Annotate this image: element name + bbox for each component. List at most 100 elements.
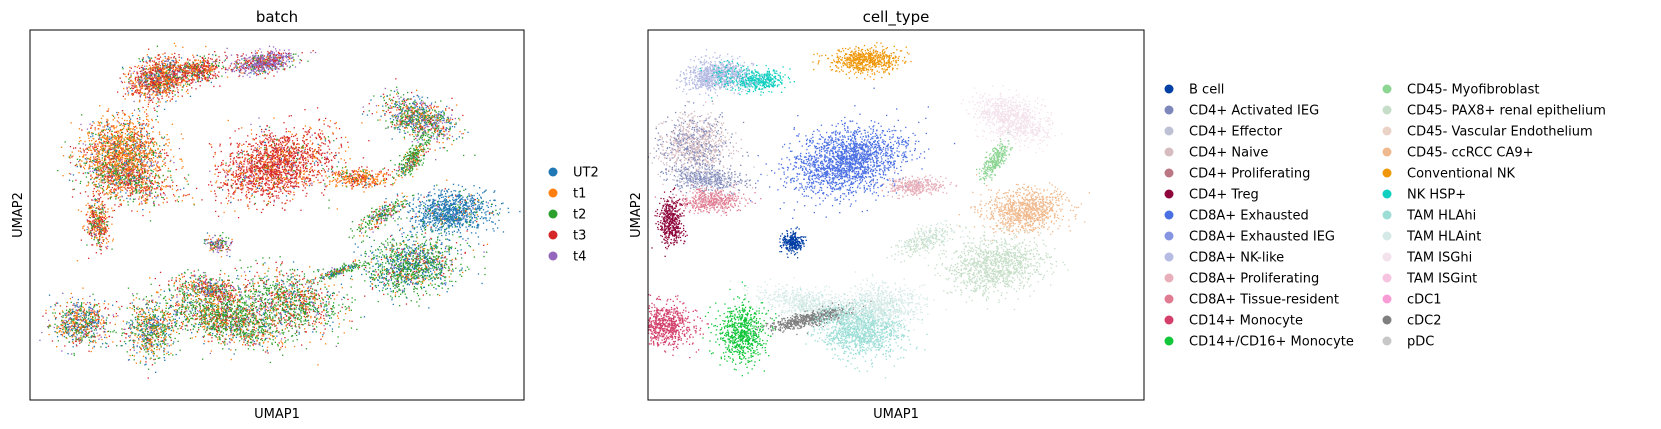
scatter-point bbox=[152, 67, 154, 69]
scatter-point bbox=[186, 74, 189, 77]
scatter-point bbox=[247, 59, 250, 61]
scatter-point bbox=[405, 126, 407, 128]
scatter-point bbox=[195, 88, 197, 90]
scatter-point bbox=[96, 158, 98, 160]
scatter-point bbox=[112, 148, 114, 150]
scatter-point bbox=[80, 140, 82, 142]
scatter-point bbox=[137, 133, 139, 135]
scatter-point bbox=[262, 61, 264, 63]
scatter-point bbox=[113, 153, 115, 155]
scatter-point bbox=[145, 78, 147, 80]
scatter-point bbox=[244, 71, 247, 73]
scatter-point bbox=[258, 58, 260, 60]
scatter-point bbox=[395, 78, 397, 80]
scatter-point bbox=[196, 68, 198, 71]
scatter-point bbox=[455, 122, 457, 124]
scatter-point bbox=[111, 130, 113, 132]
scatter-point bbox=[257, 50, 259, 52]
scatter-point bbox=[107, 179, 109, 181]
scatter-point bbox=[82, 143, 84, 145]
scatter-point bbox=[104, 148, 106, 150]
scatter-point bbox=[151, 80, 153, 82]
scatter-point bbox=[405, 99, 408, 101]
scatter-point bbox=[129, 160, 131, 163]
scatter-point bbox=[148, 142, 150, 144]
scatter-point bbox=[146, 118, 148, 120]
scatter-point bbox=[129, 77, 131, 79]
scatter-point bbox=[256, 74, 258, 77]
scatter-point bbox=[128, 81, 130, 83]
scatter-point bbox=[396, 86, 398, 88]
scatter-point bbox=[401, 121, 404, 123]
scatter-point bbox=[202, 64, 204, 67]
scatter-point bbox=[395, 101, 397, 103]
scatter-point bbox=[195, 81, 197, 83]
scatter-point bbox=[102, 149, 105, 151]
scatter-point bbox=[117, 174, 119, 176]
scatter-point bbox=[157, 87, 159, 90]
scatter-point bbox=[409, 98, 411, 100]
scatter-point bbox=[172, 95, 174, 98]
scatter-point bbox=[421, 99, 423, 102]
scatter-point bbox=[429, 137, 431, 139]
scatter-point bbox=[143, 94, 145, 96]
scatter-point bbox=[138, 92, 141, 95]
scatter-point bbox=[128, 180, 130, 182]
scatter-point bbox=[435, 121, 437, 124]
scatter-point bbox=[124, 154, 126, 157]
scatter-point bbox=[443, 113, 445, 115]
scatter-point bbox=[132, 200, 134, 203]
scatter-point bbox=[125, 169, 127, 172]
scatter-point bbox=[116, 139, 118, 142]
scatter-point bbox=[392, 100, 394, 102]
scatter-point bbox=[436, 138, 438, 140]
scatter-point bbox=[77, 150, 80, 152]
scatter-point bbox=[103, 165, 106, 168]
scatter-point bbox=[187, 73, 190, 75]
scatter-point bbox=[117, 138, 120, 140]
scatter-point bbox=[115, 185, 117, 187]
scatter-point bbox=[114, 163, 116, 165]
scatter-point bbox=[204, 76, 206, 78]
scatter-point bbox=[196, 74, 198, 76]
scatter-point bbox=[221, 75, 223, 77]
scatter-point bbox=[113, 157, 115, 159]
scatter-point bbox=[138, 83, 140, 85]
scatter-point bbox=[125, 165, 127, 167]
scatter-point bbox=[96, 152, 98, 154]
scatter-point bbox=[120, 147, 122, 149]
scatter-point bbox=[389, 118, 392, 120]
scatter-point bbox=[142, 156, 145, 158]
scatter-point bbox=[411, 126, 413, 128]
scatter-point bbox=[405, 101, 407, 103]
scatter-point bbox=[156, 85, 158, 87]
scatter-point bbox=[434, 131, 436, 133]
scatter-point bbox=[170, 67, 172, 69]
scatter-point bbox=[175, 58, 177, 60]
scatter-point bbox=[403, 113, 405, 115]
scatter-point bbox=[143, 81, 145, 84]
scatter-point bbox=[281, 58, 283, 60]
scatter-point bbox=[156, 81, 158, 83]
scatter-point bbox=[238, 70, 241, 72]
scatter-point bbox=[430, 128, 432, 131]
scatter-point bbox=[443, 112, 445, 115]
scatter-point bbox=[214, 67, 217, 69]
scatter-point bbox=[251, 52, 253, 54]
scatter-point bbox=[106, 170, 108, 172]
scatter-point bbox=[131, 148, 133, 150]
scatter-point bbox=[203, 59, 205, 61]
scatter-point bbox=[169, 64, 172, 66]
scatter-point bbox=[380, 115, 382, 117]
scatter-point bbox=[150, 72, 153, 74]
scatter-point bbox=[252, 54, 254, 57]
scatter-point bbox=[400, 117, 402, 119]
scatter-point bbox=[101, 192, 104, 194]
scatter-point bbox=[418, 112, 421, 114]
scatter-point bbox=[104, 135, 106, 137]
scatter-point bbox=[145, 192, 147, 194]
scatter-point bbox=[93, 188, 95, 190]
scatter-point bbox=[154, 65, 157, 67]
scatter-point bbox=[198, 74, 200, 76]
